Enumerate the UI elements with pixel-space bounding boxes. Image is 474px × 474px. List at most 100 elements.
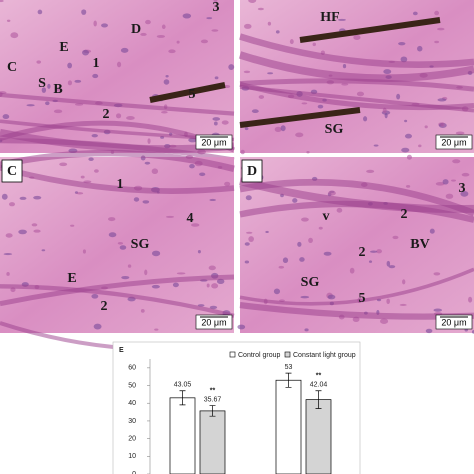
cell-nucleus	[88, 157, 94, 161]
error-bar	[315, 390, 322, 409]
cell-nucleus	[349, 267, 355, 274]
cell-nucleus	[191, 223, 200, 227]
tissue-fiber	[0, 274, 235, 307]
cell-nucleus	[380, 318, 389, 324]
scale-bar-box	[435, 134, 473, 150]
cell-nucleus	[368, 260, 373, 263]
y-tick-label: 10	[128, 453, 136, 460]
cell-nucleus	[67, 80, 73, 86]
cell-nucleus	[45, 101, 50, 106]
cell-nucleus	[257, 7, 264, 11]
cell-nucleus	[244, 23, 252, 29]
significance-marker: **	[316, 373, 322, 380]
cell-nucleus	[280, 125, 286, 132]
cell-nucleus	[399, 303, 407, 306]
tissue-fiber	[0, 149, 235, 172]
structure-label: 2	[103, 107, 110, 122]
cell-nucleus	[151, 284, 160, 289]
cell-nucleus	[101, 23, 109, 28]
cell-nucleus	[418, 144, 422, 148]
legend-label: Control group	[238, 352, 281, 359]
cell-nucleus	[306, 151, 310, 154]
cell-nucleus	[424, 125, 428, 129]
cell-nucleus	[353, 34, 361, 40]
cell-nucleus	[356, 91, 365, 97]
legend-swatch	[229, 351, 236, 358]
cell-nucleus	[433, 272, 441, 276]
cell-nucleus	[274, 126, 282, 132]
value-label: 53	[285, 364, 293, 371]
cell-nucleus	[400, 56, 408, 63]
value-label: 42.04	[310, 382, 328, 389]
tissue-fiber	[238, 51, 474, 83]
cell-nucleus	[435, 181, 445, 186]
significance-marker: **	[210, 387, 216, 394]
cell-nucleus	[251, 109, 259, 114]
cell-nucleus	[126, 116, 135, 120]
value-label: 43.05	[174, 382, 192, 389]
cell-nucleus	[154, 328, 159, 331]
cell-nucleus	[6, 272, 10, 276]
structure-label: 2	[359, 245, 366, 260]
structure-label: SG	[301, 275, 320, 290]
cell-nucleus	[445, 193, 454, 199]
cell-nucleus	[437, 27, 445, 31]
cell-nucleus	[1, 193, 8, 200]
cell-nucleus	[161, 24, 166, 30]
scale-bar-label: 20 μm	[201, 317, 226, 327]
cell-nucleus	[121, 275, 130, 280]
cell-nucleus	[182, 13, 192, 19]
cell-nucleus	[342, 64, 347, 69]
cell-nucleus	[115, 113, 122, 119]
cell-nucleus	[37, 9, 43, 15]
cell-nucleus	[245, 195, 252, 201]
cell-nucleus	[91, 293, 99, 299]
cell-nucleus	[108, 232, 117, 238]
cell-nucleus	[386, 260, 391, 267]
cell-nucleus	[213, 0, 218, 2]
cell-nucleus	[425, 328, 433, 334]
cell-nucleus	[245, 231, 253, 234]
cell-nucleus	[76, 192, 84, 195]
cell-nucleus	[433, 308, 443, 312]
cell-nucleus	[289, 39, 294, 45]
cell-nucleus	[248, 236, 254, 242]
cell-nucleus	[384, 112, 388, 119]
y-tick-label: 50	[128, 382, 136, 389]
y-tick-label: 60	[128, 365, 136, 372]
cell-nucleus	[2, 114, 10, 120]
cell-nucleus	[392, 235, 399, 240]
cell-nucleus	[147, 138, 151, 144]
cell-nucleus	[211, 283, 219, 289]
bar	[169, 397, 196, 474]
error-bar	[209, 405, 216, 417]
structure-label: 3	[213, 0, 220, 15]
chart-panel-label: E	[119, 347, 124, 354]
cell-nucleus	[292, 198, 298, 203]
value-label: 35.67	[204, 396, 222, 403]
structure-label: HF	[320, 10, 339, 25]
tissue-fiber	[239, 267, 474, 306]
cell-nucleus	[228, 64, 235, 70]
cell-nucleus	[0, 0, 4, 3]
panel-label-box	[241, 159, 263, 183]
cell-nucleus	[221, 120, 229, 125]
scale-bar-label: 20 μm	[441, 317, 466, 327]
cell-nucleus	[209, 198, 216, 202]
cell-nucleus	[295, 132, 304, 138]
scale-bar-label: 20 μm	[201, 137, 226, 147]
cell-nucleus	[341, 83, 349, 86]
cell-nucleus	[412, 11, 418, 16]
tissue-fiber	[239, 33, 474, 68]
cell-nucleus	[278, 265, 285, 269]
cell-nucleus	[404, 119, 408, 123]
cell-nucleus	[376, 249, 383, 254]
cell-nucleus	[451, 179, 456, 182]
cell-nucleus	[119, 245, 127, 250]
cell-nucleus	[206, 283, 210, 288]
cell-nucleus	[398, 42, 406, 46]
legend-label: Constant light group	[293, 352, 356, 359]
histology-panel: C S B E 1 D 3 5 2 20 μm	[0, 0, 235, 163]
cell-nucleus	[383, 69, 392, 75]
cell-nucleus	[163, 79, 170, 85]
